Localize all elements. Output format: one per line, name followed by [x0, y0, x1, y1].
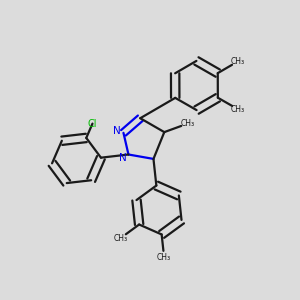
Text: N: N [119, 152, 127, 163]
Text: CH₃: CH₃ [231, 57, 245, 66]
Text: CH₃: CH₃ [157, 253, 171, 262]
Text: CH₃: CH₃ [113, 234, 127, 243]
Text: CH₃: CH₃ [180, 119, 194, 128]
Text: N: N [113, 126, 121, 136]
Text: Cl: Cl [88, 118, 97, 129]
Text: CH₃: CH₃ [231, 105, 245, 114]
